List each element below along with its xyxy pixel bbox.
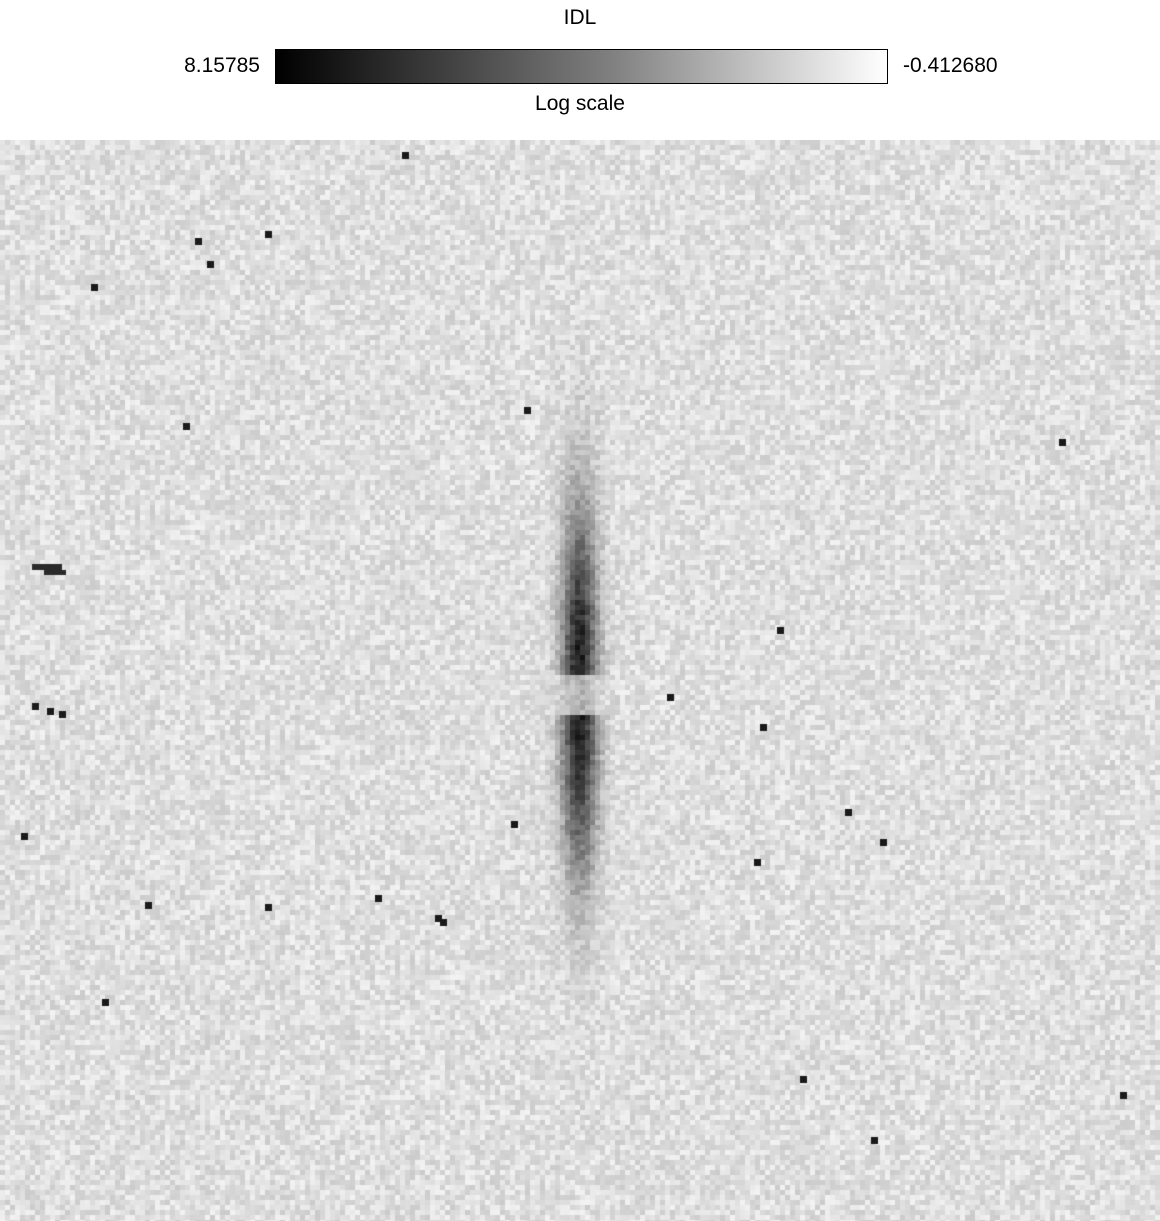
colorbar <box>275 49 888 84</box>
colorbar-max-label: -0.412680 <box>903 54 998 77</box>
colorbar-scale-label: Log scale <box>535 92 625 115</box>
figure-title: IDL <box>563 6 597 29</box>
colorbar-min-label: 8.15785 <box>184 54 260 77</box>
image-canvas <box>0 140 1160 1221</box>
astronomical-image <box>0 140 1160 1221</box>
